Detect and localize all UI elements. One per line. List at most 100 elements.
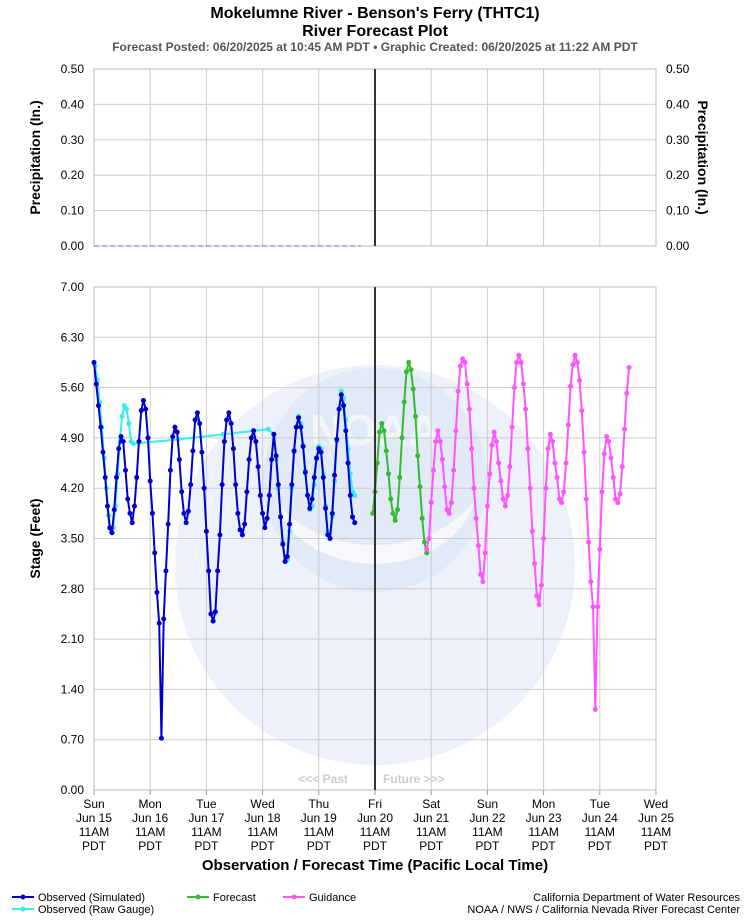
legend-item-observed-raw: Observed (Raw Gauge): [12, 904, 154, 916]
data-point-guidance: [457, 363, 463, 369]
data-point-observed-simulated: [93, 381, 99, 387]
data-point-guidance: [570, 362, 576, 368]
data-point-observed-simulated: [343, 428, 349, 434]
data-point-observed-simulated: [244, 489, 250, 495]
data-point-observed-simulated: [116, 446, 122, 452]
chart-title: Mokelumne River - Benson's Ferry (THTC1): [210, 5, 539, 22]
data-point-forecast: [379, 421, 385, 427]
precip-tick-right: 0.50: [666, 62, 690, 76]
data-point-guidance: [502, 503, 508, 509]
data-point-forecast: [417, 484, 423, 490]
data-point-guidance: [442, 484, 448, 490]
data-point-guidance: [538, 582, 544, 588]
credit-noaa: NOAA / NWS / California Nevada River For…: [467, 904, 740, 916]
data-point-guidance: [622, 426, 628, 432]
precipitation-panel: 0.00 0.00 0.10 0.10 0.20 0.20 0.30 0.30 0.40 0.40…: [27, 62, 711, 253]
data-point-observed-simulated: [152, 550, 158, 556]
data-point-observed-simulated: [257, 492, 263, 498]
data-point-observed-simulated: [192, 417, 198, 423]
precip-tick-left: 0.30: [61, 133, 85, 147]
data-point-guidance: [626, 364, 632, 370]
data-point-guidance: [491, 429, 497, 435]
data-point-observed-simulated: [269, 456, 275, 462]
precip-tick-right: 0.40: [666, 97, 690, 111]
data-point-observed-simulated: [91, 359, 97, 365]
data-point-guidance: [520, 381, 526, 387]
data-point-guidance: [482, 550, 488, 556]
data-point-observed-simulated: [179, 489, 185, 495]
x-tick-label: Sun: [83, 797, 104, 811]
stage-tick-label: 7.00: [61, 280, 85, 294]
data-point-observed-simulated: [278, 514, 284, 520]
data-point-observed-simulated: [230, 446, 236, 452]
x-tick-label: Mon: [139, 797, 162, 811]
x-tick-label: Thu: [308, 797, 329, 811]
stage-tick-label: 6.30: [61, 330, 85, 344]
data-point-observed-simulated: [149, 510, 155, 516]
data-point-observed-simulated: [291, 448, 297, 454]
data-point-guidance: [460, 356, 466, 362]
data-point-observed-simulated: [95, 403, 101, 409]
x-tick-label: PDT: [363, 839, 388, 853]
x-tick-label: 11AM: [360, 825, 390, 839]
data-point-forecast: [419, 515, 425, 521]
data-point-observed-raw: [121, 403, 127, 409]
x-tick-label: Sun: [477, 797, 498, 811]
x-tick-label: PDT: [644, 839, 669, 853]
data-point-observed-simulated: [323, 505, 329, 511]
data-point-observed-simulated: [233, 482, 239, 488]
data-point-guidance: [455, 388, 461, 394]
data-point-guidance: [545, 446, 551, 452]
x-tick-label: PDT: [194, 839, 219, 853]
data-point-observed-simulated: [156, 620, 162, 626]
data-point-observed-raw: [124, 406, 130, 412]
stage-tick-label: 0.00: [61, 783, 85, 797]
data-point-guidance: [451, 467, 457, 473]
precip-tick-left: 0.50: [61, 62, 85, 76]
data-point-observed-simulated: [170, 433, 176, 439]
data-point-observed-simulated: [194, 410, 200, 416]
data-point-observed-simulated: [183, 520, 189, 526]
series-forecast: [370, 359, 430, 556]
data-point-guidance: [597, 546, 603, 552]
data-point-guidance: [595, 604, 601, 610]
x-tick-label: 11AM: [472, 825, 502, 839]
data-point-guidance: [543, 485, 549, 491]
data-point-guidance: [493, 438, 499, 444]
data-point-observed-simulated: [131, 503, 137, 509]
data-point-observed-simulated: [338, 392, 344, 398]
data-point-observed-simulated: [352, 520, 358, 526]
data-point-guidance: [471, 485, 477, 491]
data-point-observed-simulated: [350, 514, 356, 520]
data-point-guidance: [550, 438, 556, 444]
data-point-observed-simulated: [307, 505, 313, 511]
x-tick-label: PDT: [588, 839, 613, 853]
x-tick-label: Fri: [368, 797, 382, 811]
legend-item-guidance: Guidance: [283, 892, 356, 904]
data-point-guidance: [462, 359, 468, 365]
precip-tick-right: 0.20: [666, 168, 690, 182]
stage-y-axis-title: Stage (Feet): [27, 498, 43, 578]
data-point-observed-simulated: [235, 510, 241, 516]
data-point-guidance: [608, 455, 614, 461]
data-point-observed-simulated: [208, 611, 214, 617]
data-point-guidance: [487, 471, 493, 477]
x-tick-label: 11AM: [135, 825, 165, 839]
stage-tick-label: 2.80: [61, 582, 85, 596]
data-point-observed-simulated: [314, 455, 320, 461]
x-tick-label: Wed: [644, 797, 668, 811]
data-point-observed-simulated: [251, 428, 257, 434]
data-point-observed-simulated: [293, 424, 299, 430]
data-point-observed-simulated: [134, 474, 140, 480]
data-point-guidance: [478, 571, 484, 577]
stage-panel: 0.00 0.70 1.40 2.10 2.80 3.50 4.20 4.90 5.60 6.30…: [27, 280, 674, 853]
data-point-forecast: [401, 399, 407, 405]
data-point-guidance: [469, 446, 475, 452]
stage-tick-label: 2.10: [61, 632, 85, 646]
data-point-observed-simulated: [125, 496, 131, 502]
data-point-observed-simulated: [113, 474, 119, 480]
data-point-guidance: [606, 438, 612, 444]
legend-label-guidance: Guidance: [309, 892, 356, 904]
data-point-observed-simulated: [217, 532, 223, 538]
data-point-observed-simulated: [111, 507, 117, 513]
